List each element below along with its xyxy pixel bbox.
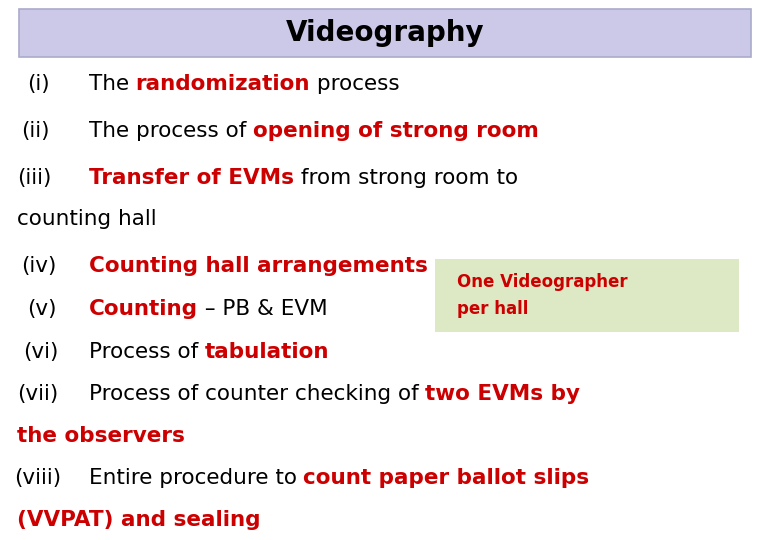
Text: (viii): (viii) — [14, 468, 61, 489]
Text: (vii): (vii) — [17, 384, 59, 404]
Text: One Videographer
per hall: One Videographer per hall — [457, 273, 628, 318]
Text: Process of counter checking of: Process of counter checking of — [89, 384, 425, 404]
Text: Videography: Videography — [286, 19, 484, 47]
Text: Process of: Process of — [89, 341, 205, 362]
Text: (iv): (iv) — [22, 256, 57, 276]
Text: (i): (i) — [27, 73, 49, 94]
Text: count paper ballot slips: count paper ballot slips — [303, 468, 590, 489]
Text: Counting: Counting — [89, 299, 198, 319]
Text: from strong room to: from strong room to — [293, 167, 517, 188]
Text: Transfer of EVMs: Transfer of EVMs — [89, 167, 293, 188]
Text: randomization: randomization — [136, 73, 310, 94]
Text: The process of: The process of — [89, 120, 253, 141]
FancyBboxPatch shape — [19, 9, 751, 57]
Text: Entire procedure to: Entire procedure to — [89, 468, 303, 489]
Text: (VVPAT) and sealing: (VVPAT) and sealing — [17, 510, 260, 530]
Text: process: process — [310, 73, 400, 94]
Text: Counting hall arrangements: Counting hall arrangements — [89, 256, 427, 276]
Text: counting hall: counting hall — [17, 209, 156, 230]
Text: (v): (v) — [27, 299, 56, 319]
Text: the observers: the observers — [17, 426, 185, 446]
Text: tabulation: tabulation — [205, 341, 330, 362]
FancyBboxPatch shape — [435, 259, 739, 332]
Text: (ii): (ii) — [22, 120, 50, 141]
Text: (vi): (vi) — [23, 341, 59, 362]
Text: The: The — [89, 73, 136, 94]
Text: two EVMs by: two EVMs by — [425, 384, 580, 404]
Text: (iii): (iii) — [17, 167, 52, 188]
Text: opening of strong room: opening of strong room — [253, 120, 539, 141]
Text: – PB & EVM: – PB & EVM — [198, 299, 327, 319]
